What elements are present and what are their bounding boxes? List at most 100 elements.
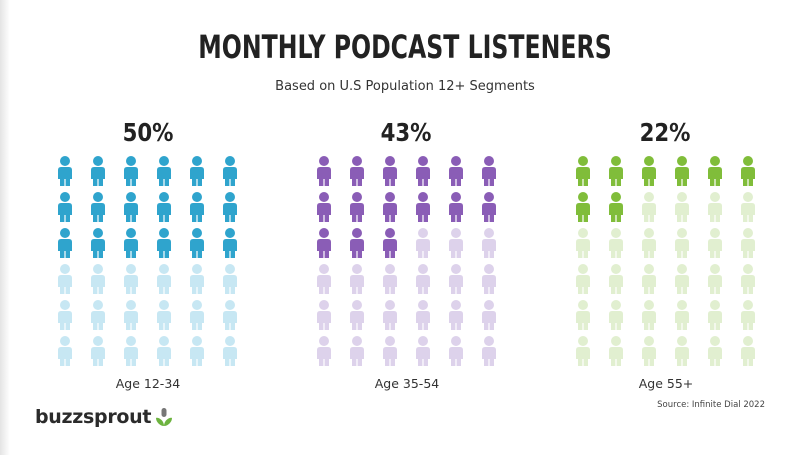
person-icon-filled bbox=[609, 156, 623, 186]
person-icon-filled bbox=[157, 156, 171, 186]
person-icon-empty bbox=[741, 192, 755, 222]
logo-text: buzzsprout bbox=[35, 406, 152, 428]
person-icon-filled bbox=[223, 228, 237, 258]
person-icon-filled bbox=[383, 156, 397, 186]
person-icon-empty bbox=[416, 300, 430, 330]
person-icon-filled bbox=[642, 156, 656, 186]
person-icon-empty bbox=[124, 336, 138, 366]
person-icon-empty bbox=[609, 300, 623, 330]
person-icon-empty bbox=[157, 264, 171, 294]
person-icon-filled bbox=[416, 156, 430, 186]
person-icon-empty bbox=[383, 300, 397, 330]
person-icon-empty bbox=[482, 264, 496, 294]
person-icon-empty bbox=[317, 300, 331, 330]
person-icon-empty bbox=[675, 192, 689, 222]
person-icon-empty bbox=[609, 336, 623, 366]
person-icon-empty bbox=[91, 264, 105, 294]
person-icon-filled bbox=[91, 192, 105, 222]
person-icon-filled bbox=[317, 156, 331, 186]
pictograph-group-2 bbox=[576, 156, 755, 366]
person-icon-filled bbox=[190, 192, 204, 222]
chart-subtitle: Based on U.S Population 12+ Segments bbox=[275, 79, 535, 94]
chart-title: MONTHLY PODCAST LISTENERS bbox=[198, 28, 612, 66]
person-icon-empty bbox=[708, 300, 722, 330]
person-icon-empty bbox=[741, 264, 755, 294]
person-icon-empty bbox=[91, 300, 105, 330]
person-icon-empty bbox=[416, 228, 430, 258]
person-icon-empty bbox=[190, 336, 204, 366]
person-icon-filled bbox=[383, 228, 397, 258]
person-icon-empty bbox=[317, 264, 331, 294]
person-icon-empty bbox=[449, 228, 463, 258]
person-icon-filled bbox=[157, 192, 171, 222]
person-icon-filled bbox=[350, 192, 364, 222]
person-icon-empty bbox=[416, 264, 430, 294]
person-icon-empty bbox=[675, 264, 689, 294]
person-icon-empty bbox=[383, 264, 397, 294]
person-icon-empty bbox=[642, 228, 656, 258]
person-icon-empty bbox=[223, 336, 237, 366]
person-icon-filled bbox=[124, 156, 138, 186]
person-icon-empty bbox=[91, 336, 105, 366]
person-icon-empty bbox=[482, 228, 496, 258]
person-icon-filled bbox=[317, 192, 331, 222]
person-icon-filled bbox=[223, 192, 237, 222]
value-label-1: 43% bbox=[380, 118, 432, 147]
person-icon-empty bbox=[609, 264, 623, 294]
person-icon-empty bbox=[576, 228, 590, 258]
person-icon-empty bbox=[482, 300, 496, 330]
person-icon-filled bbox=[91, 156, 105, 186]
person-icon-filled bbox=[190, 156, 204, 186]
buzzsprout-logo: buzzsprout bbox=[35, 406, 173, 428]
value-label-0: 50% bbox=[122, 118, 174, 147]
pictograph-group-0 bbox=[58, 156, 237, 366]
person-icon-empty bbox=[58, 300, 72, 330]
source-note: Source: Infinite Dial 2022 bbox=[657, 400, 765, 410]
person-icon-empty bbox=[609, 228, 623, 258]
person-icon-filled bbox=[416, 192, 430, 222]
person-icon-empty bbox=[350, 336, 364, 366]
sprout-microphone-icon bbox=[156, 408, 173, 426]
category-label-2: Age 55+ bbox=[638, 376, 694, 391]
category-label-0: Age 12-34 bbox=[115, 376, 181, 391]
window-edge bbox=[0, 0, 10, 455]
person-icon-filled bbox=[675, 156, 689, 186]
person-icon-filled bbox=[157, 228, 171, 258]
person-icon-empty bbox=[741, 336, 755, 366]
person-icon-empty bbox=[223, 300, 237, 330]
person-icon-empty bbox=[416, 336, 430, 366]
person-icon-filled bbox=[741, 156, 755, 186]
person-icon-filled bbox=[449, 192, 463, 222]
person-icon-filled bbox=[609, 192, 623, 222]
person-icon-empty bbox=[223, 264, 237, 294]
person-icon-filled bbox=[383, 192, 397, 222]
person-icon-empty bbox=[708, 228, 722, 258]
person-icon-empty bbox=[449, 336, 463, 366]
person-icon-filled bbox=[350, 156, 364, 186]
person-icon-empty bbox=[708, 336, 722, 366]
person-icon-filled bbox=[91, 228, 105, 258]
person-icon-empty bbox=[58, 264, 72, 294]
person-icon-empty bbox=[124, 264, 138, 294]
person-icon-empty bbox=[157, 300, 171, 330]
person-icon-filled bbox=[350, 228, 364, 258]
person-icon-filled bbox=[708, 156, 722, 186]
person-icon-empty bbox=[642, 336, 656, 366]
person-icon-empty bbox=[383, 336, 397, 366]
person-icon-filled bbox=[190, 228, 204, 258]
person-icon-empty bbox=[449, 300, 463, 330]
person-icon-filled bbox=[58, 156, 72, 186]
person-icon-empty bbox=[741, 300, 755, 330]
person-icon-empty bbox=[190, 300, 204, 330]
pictograph-group-1 bbox=[317, 156, 496, 366]
person-icon-empty bbox=[642, 192, 656, 222]
person-icon-filled bbox=[317, 228, 331, 258]
person-icon-filled bbox=[449, 156, 463, 186]
person-icon-empty bbox=[708, 264, 722, 294]
person-icon-filled bbox=[124, 192, 138, 222]
person-icon-empty bbox=[350, 300, 364, 330]
person-icon-filled bbox=[482, 192, 496, 222]
person-icon-empty bbox=[708, 192, 722, 222]
person-icon-filled bbox=[58, 228, 72, 258]
person-icon-empty bbox=[675, 228, 689, 258]
